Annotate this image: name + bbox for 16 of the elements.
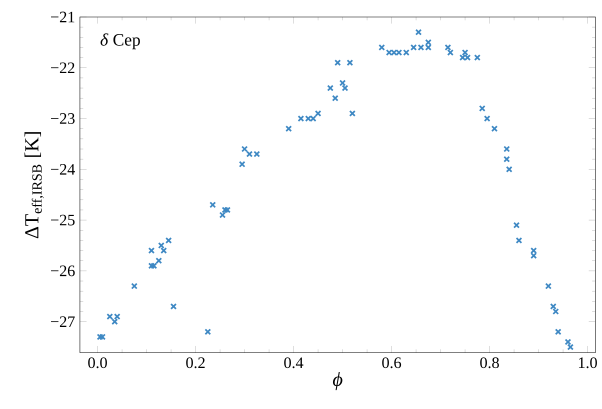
y-tick-label: −21 [51,12,74,22]
x-axis-title: ϕ [332,372,342,390]
y-tick-label: −26 [51,266,75,276]
y-axis-title: ΔT$_{eff,IRSB}$ [K] [24,132,44,238]
x-tick-label: 1.0 [578,358,597,368]
x-tick-label: 0.0 [88,358,107,368]
y-tick-label: −22 [51,62,74,74]
annotation: δ Cep [100,34,140,50]
y-tick-label: −23 [51,113,75,124]
x-tick-label: 0.2 [186,358,205,368]
y-tick-label: −27 [51,316,75,328]
x-tick-label: 0.8 [480,358,499,368]
y-tick-label: −25 [51,214,75,226]
y-tick-label: −24 [51,164,75,175]
x-tick-label: 0.4 [284,358,304,368]
x-tick-label: 0.6 [382,358,402,368]
